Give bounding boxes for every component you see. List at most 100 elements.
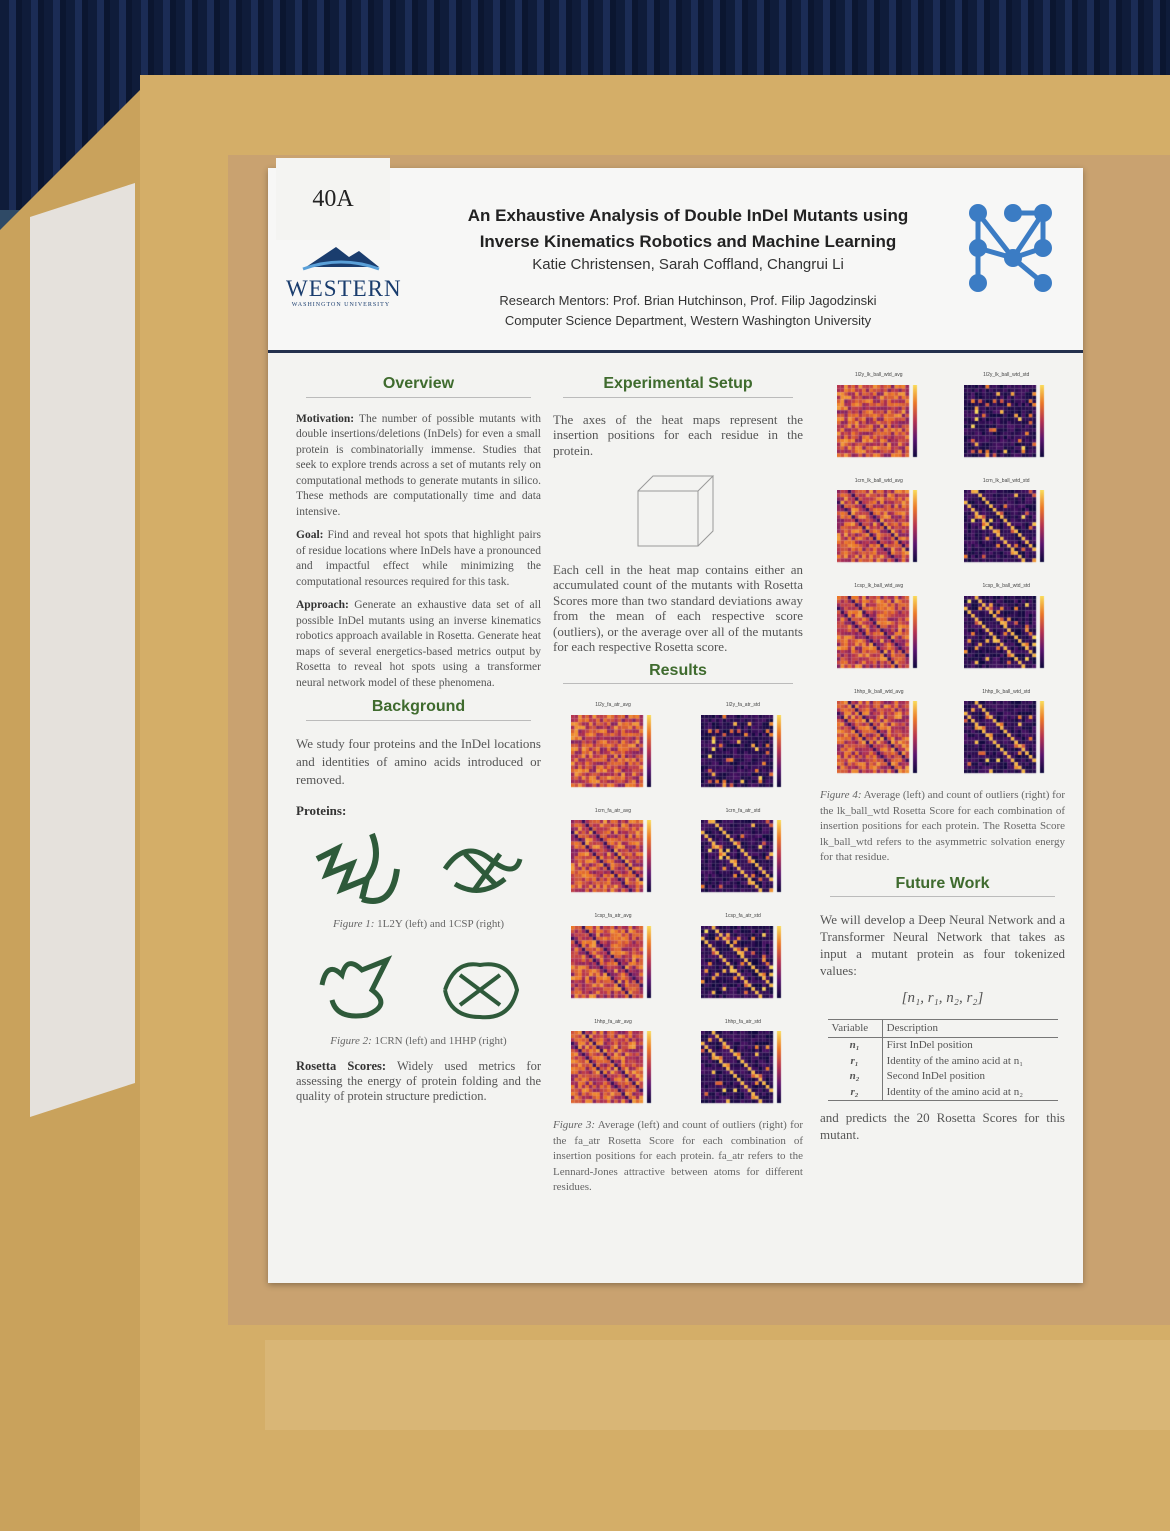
heatmap-title: 1hhp_fa_atr_std xyxy=(724,1018,762,1025)
motivation: Motivation: The number of possible mutan… xyxy=(296,412,541,521)
heatmap-canvas xyxy=(964,384,1049,465)
background-text: We study four proteins and the InDel loc… xyxy=(296,735,541,787)
setup-text-2: Each cell in the heat map contains eithe… xyxy=(553,561,803,655)
heatmap-title: 1hhp_fa_atr_avg xyxy=(594,1018,632,1025)
network-logo-icon xyxy=(969,204,1052,292)
poster-header: WESTERN WASHINGTON UNIVERSITY An Exhaust… xyxy=(268,168,1083,353)
goal-text: Find and reveal hot spots that highlight… xyxy=(296,529,541,588)
logo-text: WESTERN xyxy=(286,276,402,301)
figure-1-caption: Figure 1: 1L2Y (left) and 1CSP (right) xyxy=(296,917,541,933)
lk-ball-wtd-heatmaps: 1l2y_lk_ball_wtd_avg 1l2y_lk_ball_wtd_std… xyxy=(820,368,1065,782)
department: Computer Science Department, Western Was… xyxy=(504,313,872,328)
mentors-block: Research Mentors: Prof. Brian Hutchinson… xyxy=(418,291,958,331)
right-column: 1l2y_lk_ball_wtd_avg 1l2y_lk_ball_wtd_std… xyxy=(820,368,1065,1151)
heatmap: 1crn_lk_ball_wtd_std xyxy=(948,474,1066,572)
protein-figure-2 xyxy=(296,943,541,1028)
cube-diagram xyxy=(637,475,715,547)
setup-heading: Experimental Setup xyxy=(563,376,793,398)
table-row: r₂ Identity of the amino acid at n₂ xyxy=(827,1084,1058,1101)
heatmap-title: 1csp_fa_atr_avg xyxy=(594,913,632,919)
heatmap-title: 1csp_fa_atr_std xyxy=(725,913,761,919)
heatmap-title: 1l2y_lk_ball_wtd_std xyxy=(983,372,1030,378)
heatmap-title: 1crn_lk_ball_wtd_std xyxy=(982,477,1030,484)
cell-variable: n₁ xyxy=(827,1037,883,1054)
heatmap-title: 1crn_fa_atr_avg xyxy=(594,807,632,814)
proteins-label: Proteins: xyxy=(296,802,347,818)
future-text: We will develop a Deep Neural Network an… xyxy=(820,912,1065,978)
heatmap-canvas xyxy=(836,595,921,676)
mentors: Research Mentors: Prof. Brian Hutchinson… xyxy=(499,293,877,308)
protein-1hhp-image xyxy=(442,962,519,1020)
heatmap-canvas xyxy=(701,925,785,1006)
fig4-text: Average (left) and count of outliers (ri… xyxy=(820,789,1065,863)
heatmap-canvas xyxy=(701,820,785,900)
heatmap-canvas xyxy=(701,714,785,795)
heatmap-title: 1csp_lk_ball_wtd_std xyxy=(982,583,1031,589)
cell-description: Second InDel position xyxy=(886,1070,986,1082)
figure-3-caption: Figure 3: Average (left) and count of ou… xyxy=(553,1118,803,1196)
heatmap-canvas xyxy=(836,490,921,570)
fig3-text: Average (left) and count of outliers (ri… xyxy=(553,1119,803,1193)
heatmap: 1crn_fa_atr_std xyxy=(683,804,803,902)
heatmap: 1csp_lk_ball_wtd_avg xyxy=(820,579,938,677)
heatmap-canvas xyxy=(836,701,921,781)
heatmap: 1hhp_lk_ball_wtd_std xyxy=(948,685,1066,783)
token-equation: [n₁, r₁, n₂, r₂] xyxy=(901,990,984,1006)
left-column: Overview Motivation: The number of possi… xyxy=(296,368,541,1112)
heatmap-canvas xyxy=(701,1031,785,1111)
heatmap: 1crn_lk_ball_wtd_avg xyxy=(820,474,938,572)
background-heading: Background xyxy=(306,699,531,721)
table-row: r₁ Identity of the amino acid at n₁ xyxy=(827,1053,1058,1069)
results-heading: Results xyxy=(563,662,793,684)
cell-description: Identity of the amino acid at n₁ xyxy=(886,1054,1024,1067)
poster-title: An Exhaustive Analysis of Double InDel M… xyxy=(418,203,958,255)
cell-variable: r₂ xyxy=(827,1084,883,1101)
heatmap-title: 1l2y_fa_atr_avg xyxy=(595,702,631,708)
cell-variable: r₁ xyxy=(827,1053,883,1069)
booth-number-tag: 40A xyxy=(276,158,390,240)
variable-table: Variable Description n₁ First InDel positi… xyxy=(827,1018,1058,1101)
heatmap-canvas xyxy=(964,701,1049,781)
heatmap-title: 1l2y_lk_ball_wtd_avg xyxy=(854,372,903,378)
heatmap-canvas xyxy=(571,714,655,795)
overview-heading: Overview xyxy=(306,376,531,398)
fig2-label: Figure 2: xyxy=(330,1034,372,1047)
heatmap-title: 1hhp_lk_ball_wtd_std xyxy=(982,688,1031,695)
heatmap: 1crn_fa_atr_avg xyxy=(553,804,673,902)
heatmap: 1csp_fa_atr_std xyxy=(683,909,803,1007)
logo-subtext: WASHINGTON UNIVERSITY xyxy=(291,302,391,308)
heatmap: 1hhp_fa_atr_std xyxy=(683,1015,803,1113)
fig1-label: Figure 1: xyxy=(332,918,375,930)
heatmap: 1csp_lk_ball_wtd_std xyxy=(948,579,1066,677)
approach-label: Approach: xyxy=(296,599,349,611)
header-variable: Variable xyxy=(827,1019,883,1038)
protein-1crn-image xyxy=(319,955,393,1019)
heatmap: 1l2y_lk_ball_wtd_std xyxy=(948,368,1066,466)
authors: Katie Christensen, Sarah Coffland, Chang… xyxy=(532,256,844,273)
heatmap-title: 1csp_lk_ball_wtd_avg xyxy=(854,583,904,589)
goal-label: Goal: xyxy=(296,529,324,541)
motivation-label: Motivation: xyxy=(296,412,355,425)
fig2-text: 1CRN (left) and 1HHP (right) xyxy=(374,1034,507,1047)
heatmap: 1hhp_lk_ball_wtd_avg xyxy=(820,685,938,783)
heatmap-canvas xyxy=(571,925,655,1006)
heatmap-canvas xyxy=(571,820,655,900)
header-description: Description xyxy=(882,1019,1058,1038)
protein-1csp-image xyxy=(442,848,523,893)
protein-1l2y-image xyxy=(315,832,401,904)
poster: WESTERN WASHINGTON UNIVERSITY An Exhaust… xyxy=(268,168,1083,1283)
cell-variable: n₂ xyxy=(827,1069,883,1085)
table-row: n₁ First InDel position xyxy=(827,1037,1058,1054)
approach: Approach: Generate an exhaustive data se… xyxy=(296,598,541,691)
title-line-2: Inverse Kinematics Robotics and Machine … xyxy=(479,232,897,251)
fig3-label: Figure 3: xyxy=(553,1119,596,1131)
wwu-logo: WESTERN WASHINGTON UNIVERSITY xyxy=(286,243,402,308)
heatmap: 1l2y_fa_atr_avg xyxy=(553,698,673,796)
heatmap-title: 1crn_lk_ball_wtd_avg xyxy=(854,477,903,484)
motivation-text: The number of possible mutants with doub… xyxy=(296,412,541,518)
heatmap-title: 1hhp_lk_ball_wtd_avg xyxy=(854,688,904,695)
fa-atr-heatmaps: 1l2y_fa_atr_avg 1l2y_fa_atr_std 1crn_fa_at… xyxy=(553,698,803,1112)
heatmap-title: 1crn_fa_atr_std xyxy=(725,807,761,814)
figure-2-caption: Figure 2: 1CRN (left) and 1HHP (right) xyxy=(296,1034,541,1050)
fig1-text: 1L2Y (left) and 1CSP (right) xyxy=(377,918,505,930)
